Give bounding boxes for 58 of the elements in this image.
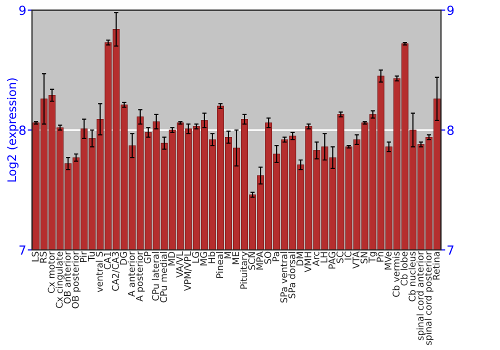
x-tick-label: Hb xyxy=(208,252,216,264)
x-tick-label: Arc xyxy=(312,252,320,266)
x-tick-label: Pir xyxy=(80,251,87,262)
x-tick-label: SCN xyxy=(248,252,256,270)
y-tick-label: 8 xyxy=(19,125,26,135)
x-tick-label: OB anterior xyxy=(64,251,71,304)
x-tick-label: SPa dorsal xyxy=(288,252,296,298)
x-tick-label: MPA xyxy=(256,251,264,270)
x-tick-label: GP xyxy=(144,252,151,264)
x-tick-label: LS xyxy=(32,252,39,262)
x-tick-label: Pituitary xyxy=(240,252,249,289)
x-tick-label: VTA xyxy=(352,251,360,269)
y-tick-label: 9 xyxy=(19,6,26,16)
x-tick-label: MG xyxy=(200,252,208,266)
x-tick-label: DM xyxy=(296,252,304,266)
x-tick-label: A posterior xyxy=(136,251,145,302)
x-tick-label: MVe xyxy=(384,252,392,270)
x-tick-label: DG xyxy=(120,252,127,265)
x-tick-label: VMH xyxy=(304,252,312,272)
x-tick-label: LG xyxy=(192,252,200,263)
x-tick-label: Pa xyxy=(272,252,280,262)
x-tick-label: CPu medial xyxy=(160,252,167,302)
x-tick-label: CA1 xyxy=(104,252,111,270)
x-tick-label: MD xyxy=(168,252,175,266)
x-tick-label: M xyxy=(224,252,232,258)
y2-tick-label: 9 xyxy=(447,6,454,16)
x-tick-label: ventral S xyxy=(96,252,103,292)
x-tick-label: SC xyxy=(336,252,344,263)
x-tick-label: Cb vermis xyxy=(392,252,400,297)
x-tick-label: LH xyxy=(320,252,328,262)
x-tick-label: SPa ventral xyxy=(280,252,288,303)
x-tick-label: IC xyxy=(344,252,352,260)
x-tick-label: Pn xyxy=(376,252,384,262)
y2-tick-label: 8 xyxy=(447,125,454,135)
x-tick-label: ME xyxy=(232,252,240,264)
x-tick-label: Tu xyxy=(88,252,95,262)
x-tick-label: RS xyxy=(40,252,47,263)
y-tick-label: 7 xyxy=(20,246,26,255)
x-tick-label: OB posterior xyxy=(72,251,81,308)
x-tick-label: VA/VL xyxy=(176,251,184,278)
x-tick-label: Pineal xyxy=(216,252,224,278)
x-tick-label: CA2/CA3 xyxy=(112,252,120,291)
x-tick-label: SO xyxy=(264,252,272,264)
x-tick-label: Cb nucleus xyxy=(408,252,416,302)
x-tick-label: spinal cord posterior xyxy=(424,251,434,345)
x-tick-label: A anterior xyxy=(128,251,135,297)
x-tick-label: SN xyxy=(360,252,368,264)
x-tick-label: spinal cord anterior xyxy=(416,251,426,340)
x-tick-label: PAG xyxy=(328,252,336,269)
y-axis-title: Log2 (expression) xyxy=(7,78,18,182)
x-tick-label: VPM/VPL xyxy=(184,251,192,291)
x-tick-label: Cb lobe xyxy=(400,252,408,286)
x-tick-label: Cx cingulate xyxy=(56,252,65,308)
x-tick-label: CPu lateral xyxy=(152,252,159,301)
x-tick-label: Cx motor xyxy=(48,251,55,294)
y2-tick-label: 7 xyxy=(448,246,454,255)
x-tick-label: Retina xyxy=(432,252,440,280)
x-tick-label: Tg xyxy=(368,252,378,263)
